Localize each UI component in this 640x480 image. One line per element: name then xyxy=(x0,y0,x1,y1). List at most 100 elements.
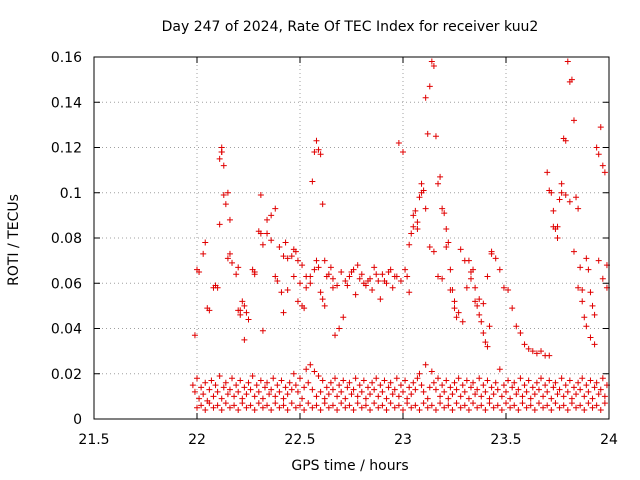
data-point xyxy=(562,382,569,389)
data-point xyxy=(432,133,439,140)
data-point xyxy=(245,316,252,323)
data-point xyxy=(476,375,483,382)
data-point xyxy=(503,388,509,395)
data-point xyxy=(268,386,275,393)
data-point xyxy=(272,393,279,400)
data-point xyxy=(597,386,604,393)
data-point xyxy=(292,248,299,255)
data-point xyxy=(301,406,308,413)
data-point xyxy=(490,391,497,398)
data-point xyxy=(284,391,291,398)
data-point xyxy=(435,375,442,382)
data-point xyxy=(274,277,281,284)
data-point xyxy=(498,406,505,413)
data-point xyxy=(432,406,439,413)
data-point xyxy=(402,266,409,273)
data-point xyxy=(437,173,444,180)
data-point xyxy=(196,268,203,275)
data-point xyxy=(476,311,483,318)
data-point xyxy=(214,402,221,409)
data-point xyxy=(200,250,207,257)
data-point xyxy=(443,225,450,232)
data-point xyxy=(599,375,606,382)
data-point xyxy=(601,169,608,176)
data-point xyxy=(222,400,229,407)
data-point xyxy=(311,266,318,273)
data-point xyxy=(206,400,213,407)
data-point xyxy=(420,400,427,407)
data-point xyxy=(568,76,575,83)
data-point xyxy=(498,393,505,400)
data-point xyxy=(533,350,540,357)
data-point xyxy=(439,275,446,282)
data-point xyxy=(527,395,534,402)
data-point xyxy=(478,393,485,400)
data-point xyxy=(404,400,411,407)
data-point xyxy=(377,382,384,389)
data-point xyxy=(544,388,551,395)
data-point xyxy=(299,262,306,269)
data-point xyxy=(546,352,553,359)
data-point xyxy=(224,189,231,196)
data-point xyxy=(280,309,287,316)
data-point xyxy=(367,391,374,398)
data-point xyxy=(494,402,501,409)
data-point xyxy=(251,406,258,413)
data-point xyxy=(241,384,248,391)
data-point xyxy=(218,149,225,156)
x-tick-label: 23 xyxy=(394,432,412,448)
data-point xyxy=(554,235,561,241)
data-point xyxy=(319,201,326,208)
data-point xyxy=(515,406,522,413)
data-point xyxy=(589,404,596,411)
data-point xyxy=(321,400,328,407)
data-point xyxy=(373,375,380,382)
data-point xyxy=(494,386,501,393)
data-point xyxy=(202,406,209,413)
data-point xyxy=(358,271,365,278)
data-point xyxy=(290,273,297,280)
data-point xyxy=(451,305,458,312)
data-point xyxy=(583,382,590,389)
data-point xyxy=(517,375,524,382)
data-point xyxy=(336,382,343,389)
data-point xyxy=(226,216,233,223)
data-point xyxy=(589,302,596,309)
y-tick-label: 0.02 xyxy=(51,367,82,383)
data-point xyxy=(226,404,233,411)
data-point xyxy=(226,386,233,393)
data-point xyxy=(280,253,287,260)
data-point xyxy=(282,239,289,246)
data-point xyxy=(414,375,421,382)
data-point xyxy=(480,300,487,307)
data-point xyxy=(519,393,526,400)
data-point xyxy=(381,377,388,384)
data-point xyxy=(523,404,530,411)
data-point xyxy=(270,375,277,382)
data-point xyxy=(439,205,446,212)
data-point xyxy=(470,266,477,273)
data-point xyxy=(476,296,483,303)
data-point xyxy=(222,379,229,386)
data-point xyxy=(377,296,384,303)
data-point xyxy=(329,284,336,291)
data-point xyxy=(424,130,431,137)
data-point xyxy=(430,248,437,255)
data-point xyxy=(233,382,240,389)
data-point xyxy=(430,379,437,386)
data-point xyxy=(595,151,602,158)
data-point xyxy=(548,406,555,413)
data-point xyxy=(486,323,493,330)
data-point xyxy=(513,323,520,330)
data-point xyxy=(383,406,390,413)
data-point xyxy=(525,377,532,384)
data-point xyxy=(216,155,223,162)
data-point xyxy=(591,341,598,348)
data-point xyxy=(525,345,532,352)
data-point xyxy=(453,314,460,321)
data-point xyxy=(439,382,446,389)
data-point xyxy=(472,298,479,305)
data-point xyxy=(299,395,306,402)
data-point xyxy=(309,178,316,185)
data-point xyxy=(198,402,205,409)
